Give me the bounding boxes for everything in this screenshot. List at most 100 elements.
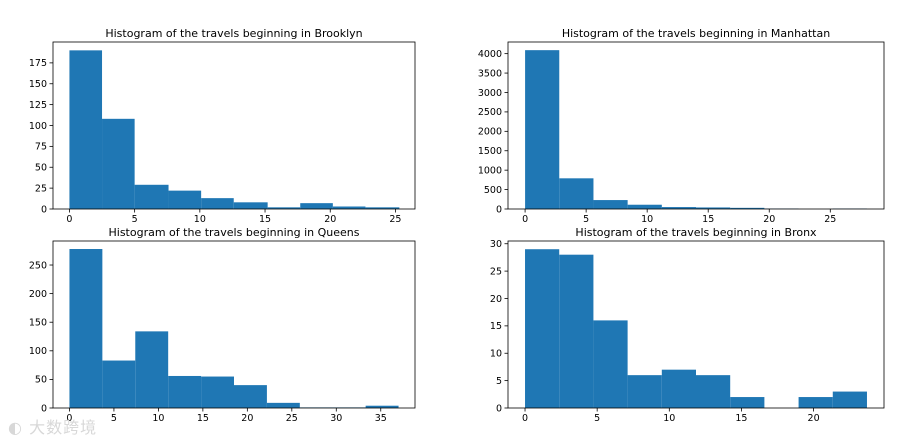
histogram-bar [102, 360, 136, 408]
x-tick-label: 5 [132, 214, 138, 225]
histogram-bar [168, 190, 202, 209]
y-tick-label: 2500 [478, 107, 502, 118]
y-tick-label: 100 [29, 346, 47, 357]
y-tick-label: 200 [29, 289, 47, 300]
x-tick-label: 15 [259, 214, 271, 225]
x-tick-label: 35 [375, 413, 387, 424]
x-tick-label: 5 [594, 413, 600, 424]
watermark-text: 大数跨境 [29, 418, 98, 437]
x-tick-label: 5 [583, 214, 589, 225]
y-tick-label: 3500 [478, 68, 502, 79]
x-tick-label: 0 [66, 413, 72, 424]
histogram-bar [332, 206, 366, 209]
x-tick-label: 20 [808, 413, 820, 424]
histogram-bar [201, 376, 234, 408]
y-tick-label: 0 [496, 204, 502, 215]
x-tick-label: 25 [389, 214, 401, 225]
histogram-bar [234, 385, 267, 408]
histogram-bar [233, 202, 268, 209]
chart-title: Histogram of the travels beginning in Qu… [109, 226, 360, 239]
histogram-bar [559, 178, 594, 209]
x-tick-label: 30 [330, 413, 342, 424]
y-tick-label: 50 [35, 375, 47, 386]
y-tick-label: 150 [29, 79, 47, 90]
y-tick-label: 20 [490, 294, 502, 305]
histogram-bar [201, 198, 234, 209]
x-tick-label: 0 [522, 214, 528, 225]
y-tick-label: 10 [490, 349, 502, 360]
axes-frame [507, 240, 885, 409]
x-tick-label: 25 [286, 413, 298, 424]
chart-title: Histogram of the travels beginning in Br… [105, 27, 362, 40]
y-tick-label: 25 [490, 266, 502, 277]
histogram-bar [627, 375, 662, 408]
histogram-bar [135, 331, 169, 408]
x-tick-label: 10 [152, 413, 164, 424]
y-tick-label: 125 [29, 100, 47, 111]
histogram-bar [661, 207, 696, 209]
histogram-bar [559, 254, 594, 408]
x-tick-label: 20 [241, 413, 253, 424]
histogram-bar [730, 207, 765, 209]
x-tick-label: 25 [824, 214, 836, 225]
y-tick-label: 1000 [478, 165, 502, 176]
histogram-bar [300, 203, 333, 209]
histogram-bar [267, 207, 301, 209]
x-tick-label: 10 [641, 214, 653, 225]
x-tick-label: 20 [763, 214, 775, 225]
subplot-bronx: Histogram of the travels beginning in Br… [490, 226, 885, 424]
histogram-bar [730, 397, 765, 408]
watermark-logo: ◐ 大数跨境 [8, 414, 97, 438]
axes-frame [52, 240, 416, 409]
y-tick-label: 250 [29, 260, 47, 271]
y-tick-label: 25 [35, 183, 47, 194]
watermark-icon: ◐ [8, 418, 23, 437]
y-tick-label: 2000 [478, 127, 502, 138]
x-tick-label: 0 [522, 413, 528, 424]
x-tick-label: 15 [197, 413, 209, 424]
y-tick-label: 100 [29, 121, 47, 132]
x-tick-label: 10 [194, 214, 206, 225]
histogram-bar [525, 50, 560, 209]
histogram-bar [696, 375, 731, 408]
histogram-bar [525, 249, 560, 408]
y-tick-label: 0 [496, 403, 502, 414]
axes-frame [507, 41, 885, 210]
x-tick-label: 0 [66, 214, 72, 225]
histogram-bar [365, 207, 400, 209]
subplot-brooklyn: Histogram of the travels beginning in Br… [29, 27, 416, 225]
histogram-bar [102, 118, 135, 209]
y-tick-label: 5 [496, 376, 502, 387]
histogram-bar [69, 249, 103, 408]
histogram-bar [593, 320, 628, 408]
y-tick-label: 75 [35, 142, 47, 153]
y-tick-label: 3000 [478, 88, 502, 99]
y-tick-label: 15 [490, 321, 502, 332]
y-tick-label: 150 [29, 318, 47, 329]
histogram-bar [627, 204, 662, 209]
y-tick-label: 0 [41, 403, 47, 414]
x-tick-label: 10 [663, 413, 675, 424]
x-tick-label: 15 [702, 214, 714, 225]
y-tick-label: 50 [35, 163, 47, 174]
x-tick-label: 20 [324, 214, 336, 225]
histogram-bar [696, 207, 731, 209]
histogram-bar [69, 50, 103, 209]
histogram-bar [134, 184, 169, 209]
y-tick-label: 175 [29, 58, 47, 69]
subplot-queens: Histogram of the travels beginning in Qu… [29, 226, 416, 424]
y-tick-label: 4000 [478, 49, 502, 60]
chart-title: Histogram of the travels beginning in Br… [575, 226, 817, 239]
x-tick-label: 15 [735, 413, 747, 424]
histogram-bar [661, 369, 696, 408]
x-tick-label: 5 [111, 413, 117, 424]
subplot-manhattan: Histogram of the travels beginning in Ma… [478, 27, 885, 225]
histogram-bar [593, 200, 628, 209]
y-tick-label: 30 [490, 239, 502, 250]
histogram-bar [365, 405, 399, 408]
histogram-bar [798, 397, 833, 408]
histogram-bar [168, 375, 202, 408]
y-tick-label: 500 [484, 185, 502, 196]
y-tick-label: 0 [41, 204, 47, 215]
